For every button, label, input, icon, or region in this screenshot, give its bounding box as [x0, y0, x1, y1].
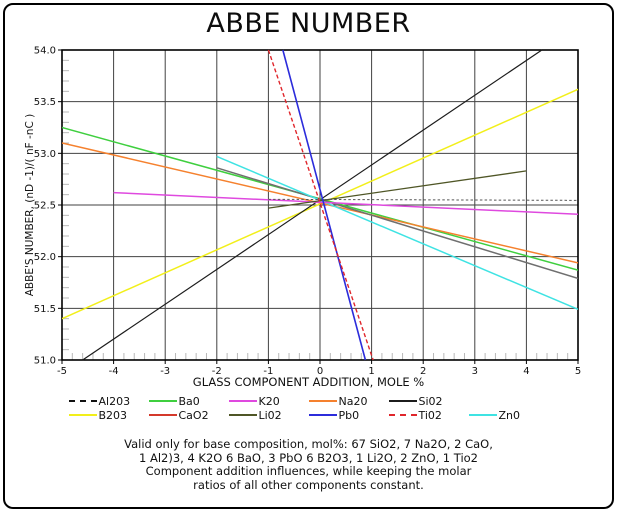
legend-row: B203 CaO2 Li02 Pb0 Ti02 Zn0 — [68, 408, 549, 422]
legend-row: Al203 Ba0 K20 Na20 Si02 — [68, 394, 549, 408]
x-tick-label: -5 — [57, 366, 67, 377]
legend-swatch-cao2 — [148, 414, 177, 416]
footnote-line: Component addition influences, while kee… — [145, 464, 472, 478]
legend-item-na20: Na20 — [308, 394, 389, 408]
plot-border — [61, 49, 579, 361]
chart-plot-area: -5 -4 -3 -2 -1 0 1 2 3 4 5 51.0 51.5 52.0 52.5 53.0 53.5… — [34, 46, 581, 378]
x-tick-label: 1 — [368, 366, 374, 377]
y-tick-label: 53.0 — [34, 149, 56, 160]
legend-label: Ba0 — [178, 394, 200, 408]
series-line-cao2 — [216, 167, 578, 280]
legend-item-pb0: Pb0 — [308, 408, 389, 422]
series-line-ti02 — [267, 49, 374, 361]
legend-label: Zn0 — [498, 408, 521, 422]
legend-label: Li02 — [258, 408, 282, 422]
legend-label: Si02 — [418, 394, 443, 408]
chart-footnote: Valid only for base composition, mol%: 6… — [0, 437, 617, 492]
x-tick-label: -3 — [160, 366, 170, 377]
legend-swatch-ba0 — [148, 400, 177, 402]
legend-item-cao2: CaO2 — [148, 408, 229, 422]
chart-legend: Al203 Ba0 K20 Na20 Si02 B203 CaO2 Li02 Pb0 Ti02 Zn… — [68, 394, 549, 422]
x-tick-label: -2 — [212, 366, 222, 377]
legend-swatch-al203 — [68, 400, 97, 402]
footnote-line: ratios of all other components constant. — [193, 477, 424, 492]
legend-item-ti02: Ti02 — [388, 408, 469, 422]
legend-label: Na20 — [338, 394, 368, 408]
legend-swatch-k20 — [228, 400, 257, 402]
footnote-line: 1 Al2)3, 4 K2O 6 BaO, 3 PbO 6 B2O3, 1 Li… — [139, 450, 478, 465]
legend-item-b203: B203 — [68, 408, 149, 422]
legend-swatch-na20 — [308, 400, 337, 402]
series-line-k20 — [113, 191, 578, 216]
legend-label: Ti02 — [418, 408, 442, 422]
legend-swatch-zn0 — [468, 414, 497, 416]
x-tick-label: -4 — [109, 366, 119, 377]
series-line-zn0 — [216, 155, 578, 311]
legend-item-si02: Si02 — [388, 394, 469, 408]
x-tick-label: 4 — [523, 366, 529, 377]
legend-item-k20: K20 — [228, 394, 309, 408]
legend-label: B203 — [98, 408, 128, 422]
legend-item-al203: Al203 — [68, 394, 149, 408]
legend-swatch-ti02 — [388, 414, 417, 416]
legend-swatch-pb0 — [308, 414, 337, 416]
legend-item-ba0: Ba0 — [148, 394, 229, 408]
x-tick-label: 0 — [317, 366, 323, 377]
legend-label: K20 — [258, 394, 280, 408]
series-line-li02 — [268, 170, 527, 209]
y-tick-label: 53.5 — [34, 97, 56, 108]
y-tick-label: 51.5 — [34, 304, 56, 315]
x-tick-label: 2 — [420, 366, 426, 377]
series-line-pb0 — [282, 49, 367, 361]
y-tick-label: 51.0 — [34, 356, 56, 367]
x-tick-label: -1 — [263, 366, 273, 377]
legend-swatch-si02 — [388, 400, 417, 402]
legend-item-li02: Li02 — [228, 408, 309, 422]
legend-swatch-b203 — [68, 414, 97, 416]
series-line-b203 — [62, 88, 578, 320]
footnote-line: Valid only for base composition, mol%: 6… — [124, 437, 493, 451]
series-line-si02 — [82, 49, 543, 361]
legend-label: CaO2 — [178, 408, 209, 422]
x-axis-label: GLASS COMPONENT ADDITION, MOLE % — [192, 375, 425, 389]
y-tick-label: 52.0 — [34, 252, 56, 263]
chart-title: ABBE NUMBER — [206, 8, 411, 39]
y-tick-label: 52.5 — [34, 201, 56, 212]
legend-label: Pb0 — [338, 408, 360, 422]
x-tick-label: 3 — [472, 366, 478, 377]
y-axis-label: ABBE'S NUMBER, (nD -1)/( nF -nC ) — [24, 113, 36, 297]
legend-label: Al203 — [98, 394, 131, 408]
y-tick-label: 54.0 — [34, 46, 56, 57]
legend-swatch-li02 — [228, 414, 257, 416]
legend-item-zn0: Zn0 — [468, 408, 549, 422]
x-tick-label: 5 — [575, 366, 581, 377]
